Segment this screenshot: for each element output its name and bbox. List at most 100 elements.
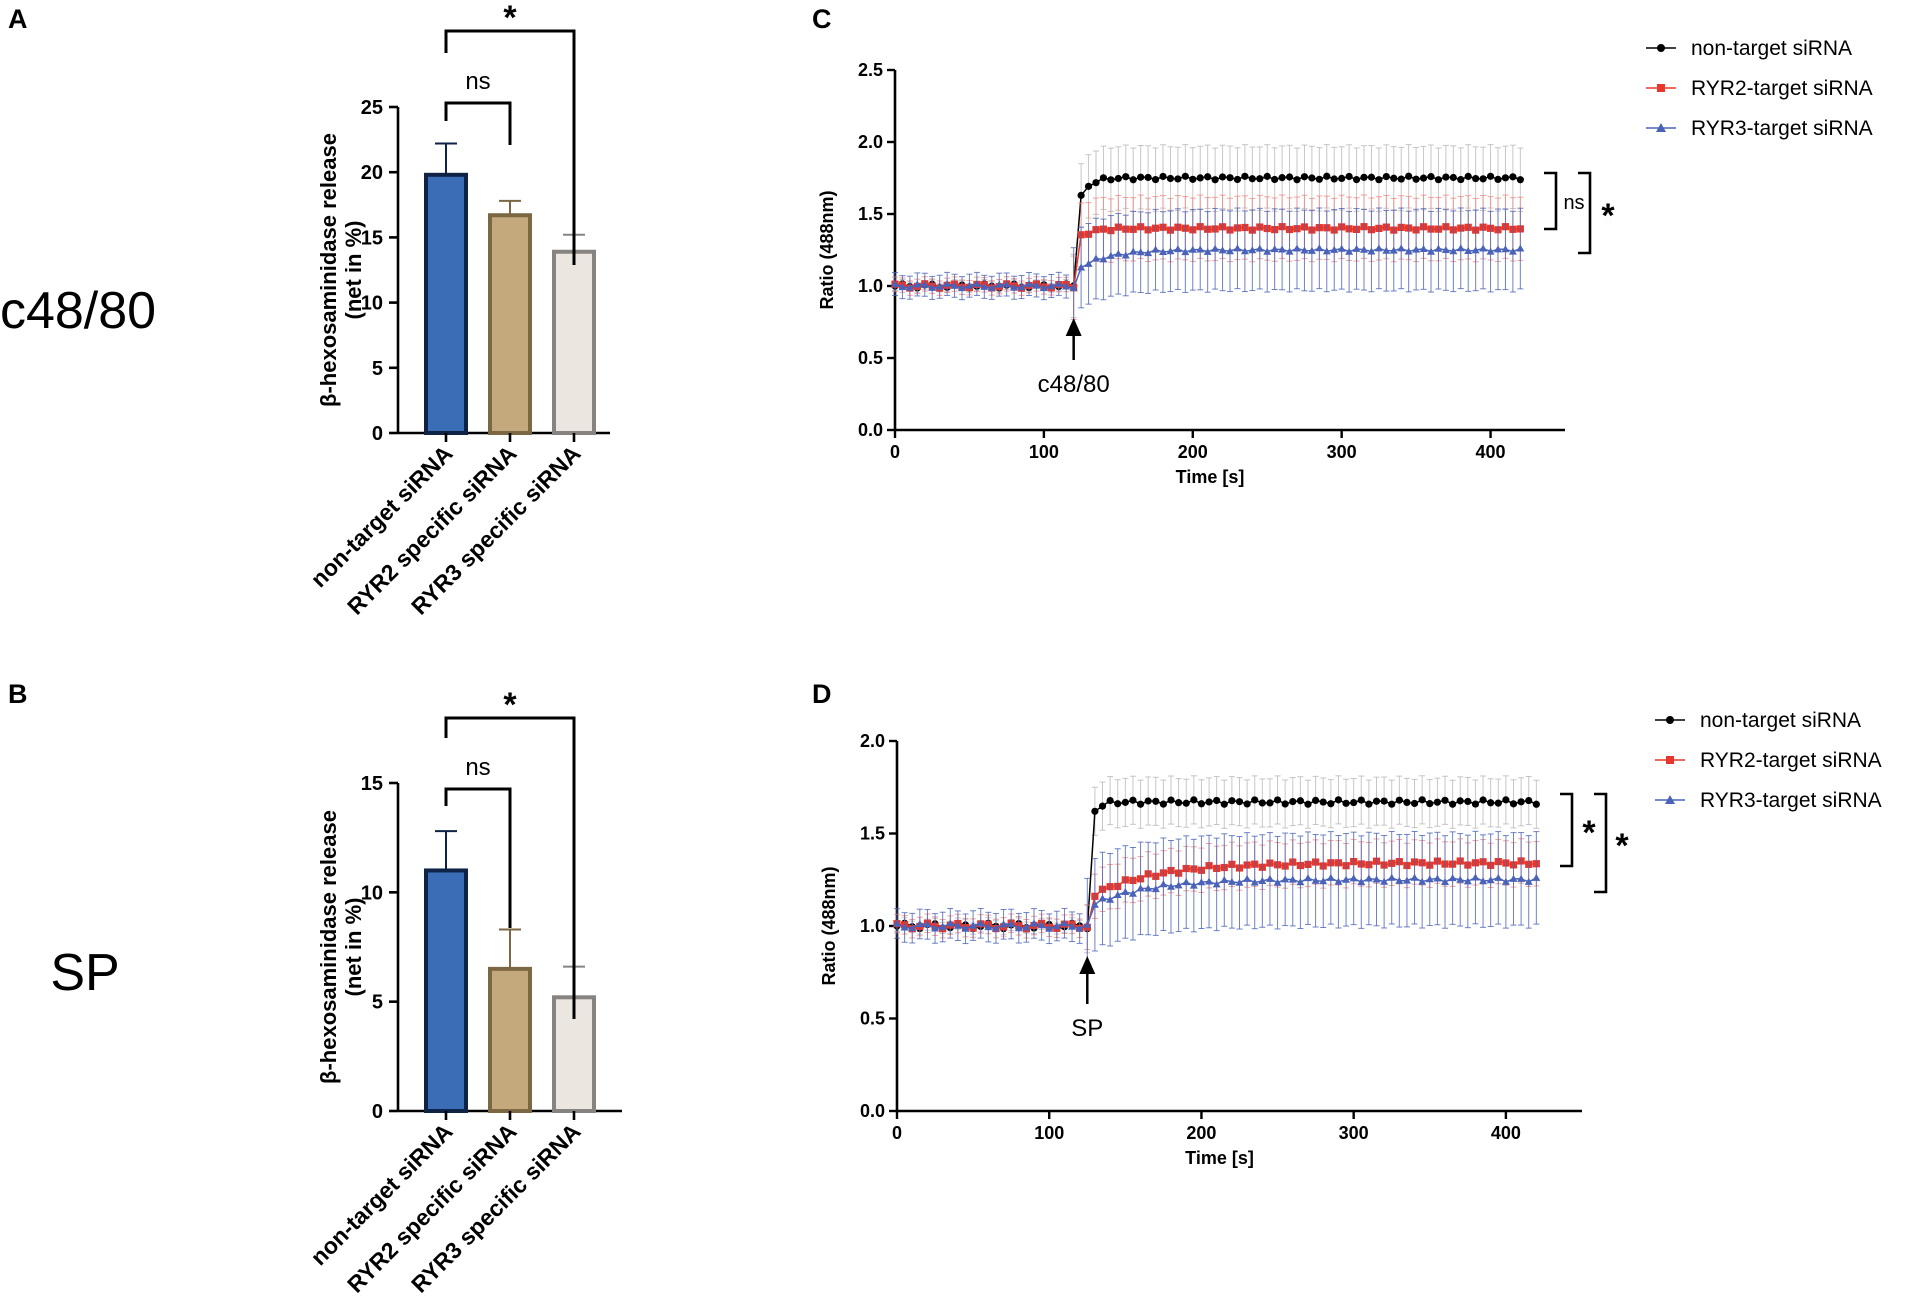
data-point	[1113, 891, 1122, 899]
data-point	[1345, 172, 1353, 181]
data-point	[1233, 175, 1242, 184]
y-tick-label: 15	[361, 227, 383, 249]
data-point	[1151, 245, 1160, 253]
data-point	[1212, 880, 1221, 888]
data-point	[1025, 279, 1033, 287]
y-tick-label: 2.5	[858, 60, 883, 80]
data-point	[1263, 247, 1272, 255]
data-point	[1197, 800, 1206, 808]
data-point	[1471, 800, 1480, 808]
data-point	[1235, 878, 1244, 886]
data-point	[1372, 797, 1381, 805]
data-point	[1175, 799, 1183, 807]
data-point	[1486, 247, 1495, 255]
data-point	[1367, 247, 1376, 255]
data-point	[1395, 796, 1403, 804]
data-point	[1472, 174, 1480, 183]
bar	[424, 868, 468, 1114]
y-tick-label: 0.0	[860, 1101, 885, 1121]
data-point	[1532, 873, 1541, 881]
legend-marker	[1657, 84, 1665, 92]
row-label-sp: SP	[50, 944, 119, 1002]
x-tick-label: 300	[1327, 442, 1357, 462]
data-point	[1017, 283, 1026, 291]
data-point	[1419, 245, 1428, 253]
data-point	[1418, 877, 1427, 885]
data-point	[953, 921, 962, 929]
legend-label: RYR2-target siRNA	[1700, 749, 1882, 772]
y-tick-label: 1.0	[858, 276, 883, 296]
data-point	[1449, 173, 1457, 182]
y-tick-label: 15	[361, 773, 383, 795]
y-axis-title-units: (net in %)	[341, 221, 366, 320]
data-point	[946, 919, 955, 927]
data-point	[1039, 284, 1048, 292]
data-point	[1173, 245, 1182, 253]
data-point	[1425, 875, 1434, 883]
data-point	[1106, 251, 1115, 259]
data-point	[1296, 878, 1305, 886]
data-point	[1083, 920, 1092, 928]
data-point	[1296, 797, 1304, 805]
data-point	[1152, 797, 1160, 805]
data-point	[1433, 798, 1441, 806]
data-point	[1196, 174, 1204, 182]
data-point	[1509, 800, 1518, 808]
stimulus-label: SP	[1071, 1015, 1103, 1042]
y-axis-title-units: (net in %)	[341, 898, 366, 997]
significance-label: *	[1601, 197, 1615, 235]
data-point	[1486, 172, 1495, 180]
data-point	[1144, 173, 1152, 182]
data-point	[1092, 254, 1100, 262]
data-point	[991, 924, 1000, 932]
data-point	[1364, 874, 1373, 882]
data-point	[1524, 877, 1533, 885]
data-point	[1265, 874, 1274, 882]
data-point	[1243, 874, 1252, 882]
data-point	[1084, 259, 1093, 267]
data-point	[900, 923, 909, 931]
significance-label: *	[1615, 827, 1629, 865]
data-point	[1464, 247, 1473, 255]
data-point	[972, 279, 981, 287]
data-point	[1159, 880, 1168, 888]
data-point	[1159, 800, 1167, 808]
data-point	[1263, 172, 1271, 180]
data-point	[1106, 895, 1115, 903]
bar	[552, 249, 596, 435]
data-point	[1278, 245, 1287, 253]
data-point	[1190, 796, 1198, 804]
significance-label: *	[1582, 814, 1596, 852]
y-tick-label: 5	[372, 992, 383, 1014]
data-point	[1128, 889, 1137, 897]
data-point	[1077, 263, 1086, 271]
data-point	[1494, 175, 1502, 184]
x-axis-title: Time [s]	[1176, 467, 1245, 487]
data-point	[1188, 245, 1197, 253]
data-point	[1360, 173, 1368, 181]
data-point	[1509, 874, 1518, 882]
data-point	[923, 920, 932, 928]
data-point	[1189, 881, 1198, 889]
data-point	[1456, 797, 1464, 805]
data-point	[1204, 173, 1212, 181]
panel-letter-b: B	[8, 679, 28, 709]
data-point	[1205, 877, 1214, 885]
y-tick-label: 0.5	[860, 1009, 885, 1029]
data-point	[1090, 900, 1099, 908]
y-tick-label: 20	[361, 162, 383, 184]
data-point	[931, 924, 940, 932]
line-chart-d: 0.0 0.5 1.0 1.5 2.0 0 100 200 300 400 Time [s] Rati…	[819, 709, 1882, 1168]
data-point	[1270, 245, 1279, 253]
y-tick-label: 2.0	[858, 132, 883, 152]
data-point	[1137, 173, 1145, 181]
significance-label: *	[503, 686, 517, 724]
data-point	[1258, 799, 1266, 807]
x-tick-label: 0	[890, 442, 900, 462]
significance-bracket	[1594, 792, 1608, 894]
data-point	[1449, 800, 1457, 808]
data-point	[1047, 281, 1056, 289]
y-tick-label: 0.5	[858, 348, 883, 368]
x-tick-label: 400	[1491, 1123, 1521, 1143]
data-point	[1159, 172, 1167, 181]
